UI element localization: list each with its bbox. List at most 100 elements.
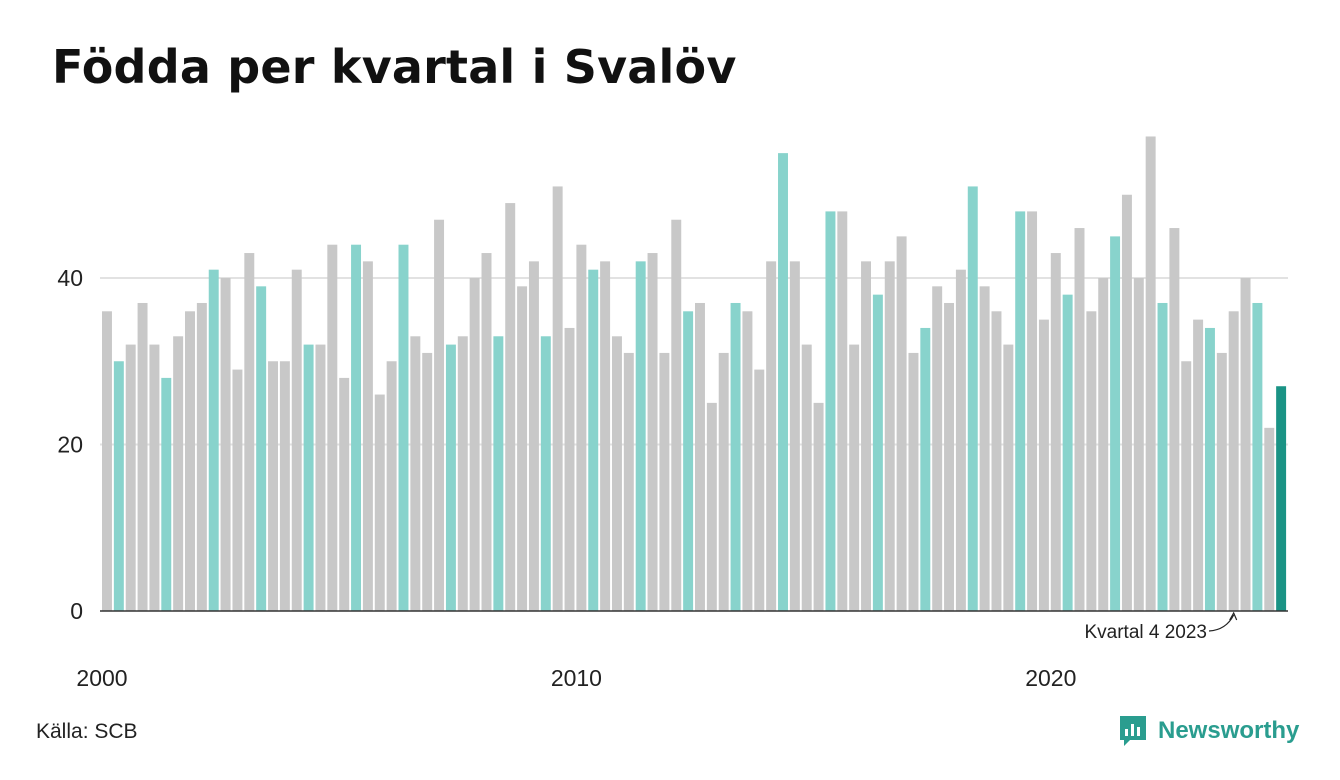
bar	[600, 261, 611, 611]
bar	[113, 361, 124, 611]
bar	[552, 186, 563, 611]
bar	[588, 269, 599, 611]
axes: 0 20 40 2000 2010 2020	[57, 265, 1288, 691]
bar	[279, 361, 290, 611]
bar	[979, 286, 990, 611]
annotation-arrow	[1208, 614, 1235, 632]
x-tick-label: 2000	[76, 665, 127, 691]
bar	[327, 244, 338, 611]
bar	[185, 311, 195, 611]
bar	[872, 294, 883, 611]
bar	[884, 261, 895, 611]
bar	[742, 311, 753, 611]
bar	[671, 219, 682, 612]
brand-name: Newsworthy	[1158, 717, 1300, 744]
bar	[849, 344, 860, 611]
bar	[268, 361, 278, 611]
bar	[896, 236, 907, 611]
bar	[232, 369, 243, 611]
bar	[1038, 319, 1049, 612]
bar	[576, 244, 587, 611]
bar	[540, 336, 551, 611]
bar	[955, 269, 966, 611]
bar	[1240, 278, 1251, 611]
bar	[1145, 136, 1156, 612]
bar	[161, 377, 172, 611]
bar	[944, 302, 955, 611]
bar	[1027, 211, 1038, 611]
x-tick-label: 2010	[551, 665, 602, 691]
bar	[766, 261, 777, 611]
bar	[434, 219, 445, 612]
bar	[1062, 294, 1073, 611]
bar	[730, 302, 741, 611]
bar	[528, 261, 539, 611]
bar	[457, 336, 468, 611]
bar	[1193, 319, 1204, 612]
bar	[517, 286, 528, 611]
bar	[1121, 194, 1132, 611]
chart-title: Födda per kvartal i Svalöv	[52, 40, 737, 94]
bar	[374, 394, 385, 611]
bar	[339, 377, 350, 611]
bar	[611, 336, 622, 611]
bar	[1204, 327, 1215, 611]
bar	[967, 186, 978, 611]
bar	[635, 261, 646, 611]
bar	[173, 336, 184, 611]
bar	[932, 286, 943, 611]
y-tick-label: 0	[70, 598, 83, 624]
brand-logo[interactable]: Newsworthy	[1118, 714, 1299, 748]
bar	[125, 344, 136, 611]
bar	[445, 344, 456, 611]
source-label: Källa: SCB	[36, 720, 138, 743]
bar	[410, 336, 421, 611]
bar	[469, 278, 480, 611]
x-tick-label: 2020	[1025, 665, 1076, 691]
bar-chart: 0 20 40 2000 2010 2020 Kvartal 4 2023	[57, 136, 1288, 691]
bar	[1276, 386, 1287, 611]
bar	[386, 361, 397, 611]
bar	[303, 344, 314, 611]
bar	[1098, 278, 1109, 611]
bar	[208, 269, 219, 611]
bar	[1074, 228, 1085, 612]
annotation: Kvartal 4 2023	[1084, 611, 1238, 643]
bar	[564, 327, 575, 611]
bar	[137, 302, 148, 611]
bar	[351, 244, 362, 611]
bar	[220, 278, 231, 611]
bar	[659, 352, 670, 611]
bar	[1050, 253, 1061, 611]
bar	[1086, 311, 1097, 611]
grid-lines	[100, 277, 1288, 446]
y-tick-label: 40	[57, 265, 83, 291]
bar	[1133, 278, 1144, 611]
bar	[1228, 311, 1239, 611]
bar	[623, 352, 634, 611]
bar	[695, 302, 705, 611]
bar	[647, 253, 658, 611]
bar	[256, 286, 267, 611]
bar	[505, 203, 516, 611]
bar	[398, 244, 409, 611]
bar	[991, 311, 1002, 611]
bar	[683, 311, 694, 611]
bar	[1003, 344, 1014, 611]
bar	[1181, 361, 1192, 611]
annotation-arrowhead	[1229, 611, 1238, 621]
bar	[149, 344, 160, 611]
bar	[422, 352, 433, 611]
bar	[102, 311, 112, 611]
bar	[315, 344, 326, 611]
bar	[1157, 302, 1168, 611]
bar	[778, 153, 788, 611]
newsworthy-logo-icon	[1120, 716, 1146, 746]
bar	[1015, 211, 1026, 611]
y-tick-label: 20	[57, 432, 83, 458]
bar	[920, 327, 931, 611]
bar	[481, 253, 492, 611]
bar	[291, 269, 302, 611]
bar	[789, 261, 800, 611]
bar	[908, 352, 919, 611]
